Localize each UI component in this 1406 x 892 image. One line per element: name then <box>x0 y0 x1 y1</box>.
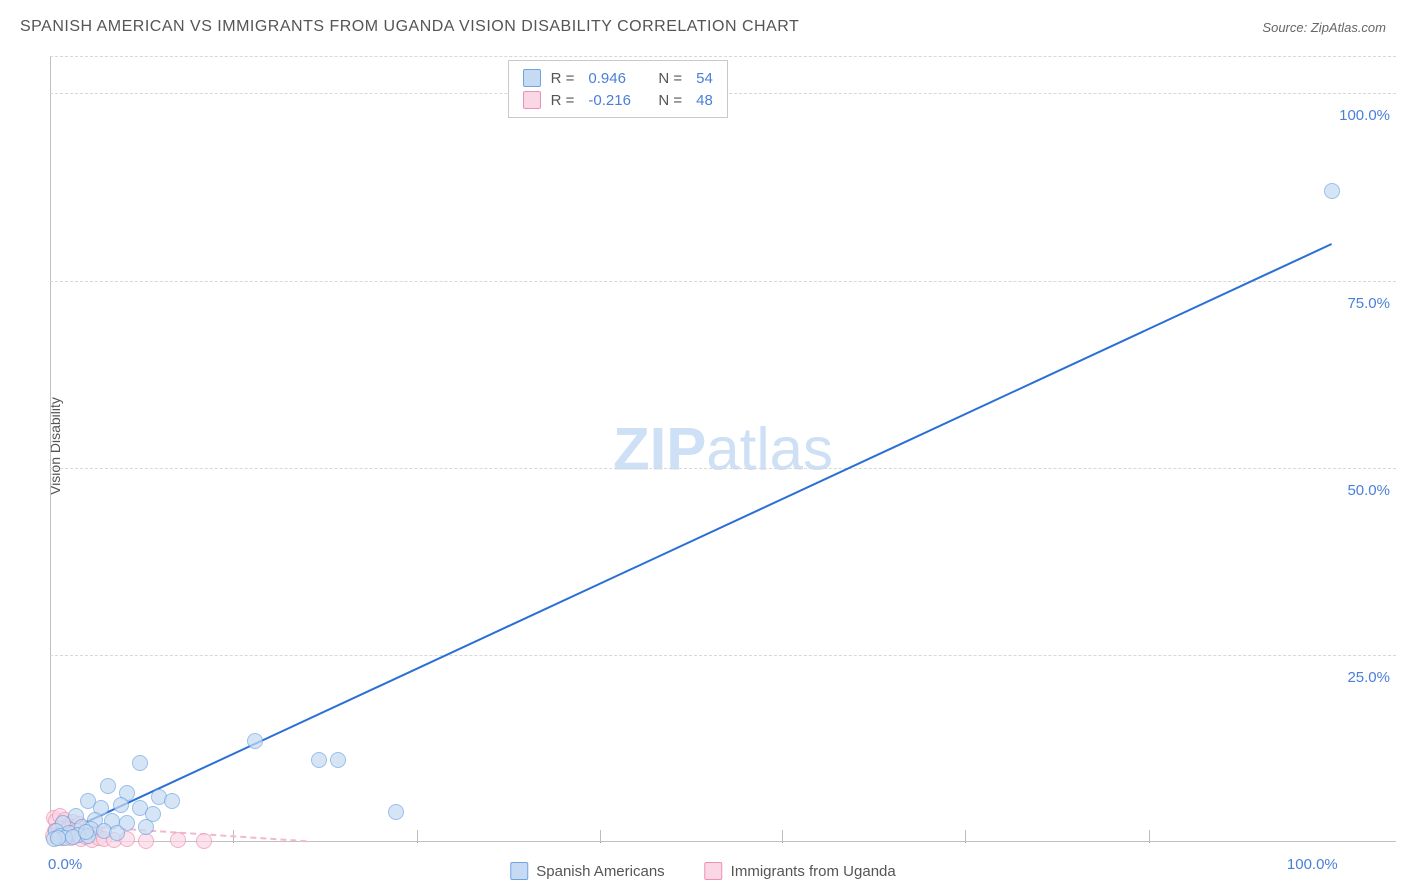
watermark-rest: atlas <box>706 416 833 483</box>
y-axis-line <box>50 56 51 842</box>
stat-legend-row: R = 0.946 N = 54 <box>523 67 713 89</box>
scatter-point <box>388 804 404 820</box>
scatter-point <box>132 755 148 771</box>
scatter-point <box>138 819 154 835</box>
y-tick-label: 25.0% <box>1347 669 1390 686</box>
y-tick-label: 50.0% <box>1347 482 1390 499</box>
scatter-point <box>311 752 327 768</box>
stat-n-label: N = <box>658 70 682 87</box>
chart-header: SPANISH AMERICAN VS IMMIGRANTS FROM UGAN… <box>20 18 1386 36</box>
chart-plot-area: ZIPatlas 25.0%50.0%75.0%100.0%0.0%100.0%… <box>50 56 1396 842</box>
plot-surface: ZIPatlas 25.0%50.0%75.0%100.0%0.0%100.0%… <box>50 56 1396 842</box>
legend-label-blue: Spanish Americans <box>536 863 664 880</box>
gridline-horizontal <box>50 468 1396 469</box>
source-attribution: Source: ZipAtlas.com <box>1262 20 1386 35</box>
legend-swatch-blue <box>510 862 528 880</box>
y-tick-label: 75.0% <box>1347 295 1390 312</box>
gridline-vertical <box>965 830 966 842</box>
legend-swatch-pink <box>705 862 723 880</box>
legend-label-pink: Immigrants from Uganda <box>731 863 896 880</box>
gridline-vertical <box>782 830 783 842</box>
stat-swatch <box>523 91 541 109</box>
scatter-point <box>196 833 212 849</box>
legend-item-blue: Spanish Americans <box>510 862 664 880</box>
watermark: ZIPatlas <box>613 415 833 484</box>
x-axis-line <box>50 841 1396 842</box>
source-link[interactable]: ZipAtlas.com <box>1311 20 1386 35</box>
watermark-bold: ZIP <box>613 416 706 483</box>
scatter-point <box>1324 183 1340 199</box>
scatter-point <box>113 797 129 813</box>
scatter-point <box>50 830 66 846</box>
scatter-point <box>164 793 180 809</box>
scatter-point <box>330 752 346 768</box>
stat-legend: R = 0.946 N = 54 R = -0.216 N = 48 <box>508 60 728 118</box>
stat-legend-row: R = -0.216 N = 48 <box>523 89 713 111</box>
stat-n-label: N = <box>658 92 682 109</box>
stat-r-label: R = <box>551 70 575 87</box>
stat-n-value: 48 <box>696 92 713 109</box>
series-legend: Spanish Americans Immigrants from Uganda <box>510 862 895 880</box>
scatter-point <box>170 832 186 848</box>
legend-item-pink: Immigrants from Uganda <box>705 862 896 880</box>
stat-r-value: -0.216 <box>588 92 648 109</box>
scatter-point <box>247 733 263 749</box>
scatter-point <box>100 778 116 794</box>
scatter-point <box>109 825 125 841</box>
gridline-vertical <box>600 830 601 842</box>
gridline-horizontal <box>50 655 1396 656</box>
y-tick-label: 100.0% <box>1339 107 1390 124</box>
stat-r-value: 0.946 <box>588 70 648 87</box>
regression-line <box>50 243 1333 840</box>
chart-title: SPANISH AMERICAN VS IMMIGRANTS FROM UGAN… <box>20 18 799 36</box>
scatter-point <box>78 824 94 840</box>
x-tick-label: 0.0% <box>48 856 82 873</box>
x-tick-label: 100.0% <box>1287 856 1338 873</box>
stat-swatch <box>523 69 541 87</box>
gridline-vertical <box>417 830 418 842</box>
gridline-horizontal <box>50 56 1396 57</box>
source-label: Source: <box>1262 20 1307 35</box>
gridline-vertical <box>1149 830 1150 842</box>
stat-r-label: R = <box>551 92 575 109</box>
gridline-horizontal <box>50 281 1396 282</box>
stat-n-value: 54 <box>696 70 713 87</box>
